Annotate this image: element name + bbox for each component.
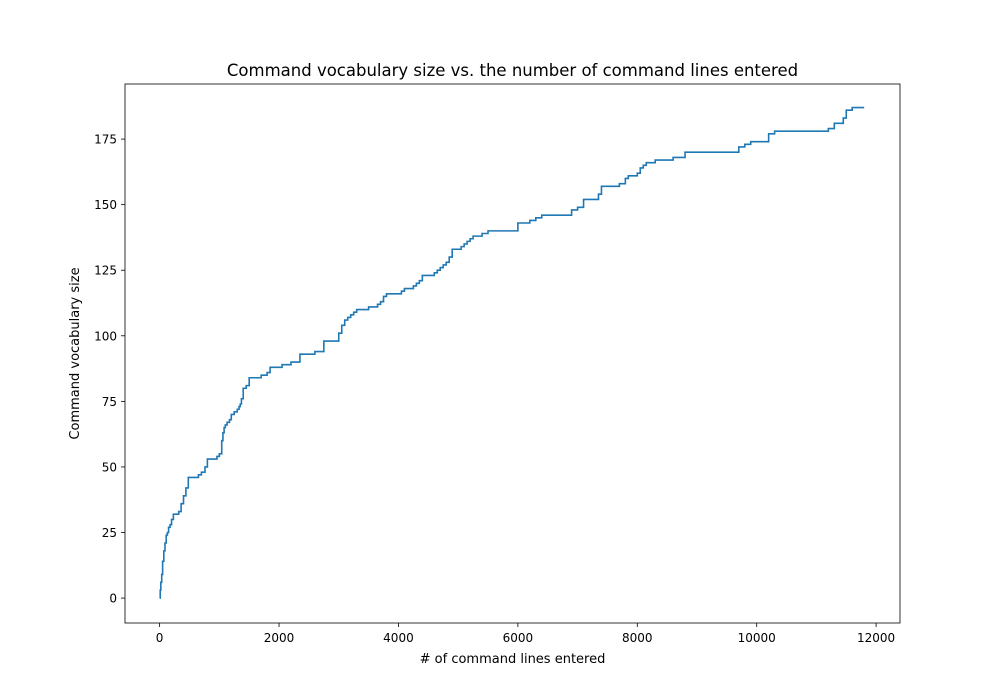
- x-tick-label: 10000: [738, 631, 776, 645]
- y-tick-label: 125: [94, 264, 117, 278]
- x-tick-label: 8000: [622, 631, 653, 645]
- y-tick-label: 50: [102, 460, 117, 474]
- plot-area: [159, 106, 865, 599]
- x-tick-label: 6000: [503, 631, 534, 645]
- x-tick-label: 0: [156, 631, 164, 645]
- axes-frame: [124, 83, 901, 624]
- y-tick-label: 0: [109, 592, 117, 606]
- x-axis-label: # of command lines entered: [420, 652, 606, 667]
- x-tick-label: 4000: [383, 631, 414, 645]
- y-tick-label: 75: [102, 395, 117, 409]
- chart-title: Command vocabulary size vs. the number o…: [227, 61, 798, 80]
- y-tick-label: 150: [94, 198, 117, 212]
- y-axis-label: Command vocabulary size: [68, 267, 83, 439]
- y-axis: 0 25 50 75 100 125 150 175: [94, 133, 125, 606]
- y-tick-label: 100: [94, 329, 117, 343]
- x-tick-label: 12000: [857, 631, 895, 645]
- y-tick-label: 25: [102, 526, 117, 540]
- series-line-vocabulary-size: [159, 106, 865, 599]
- y-tick-label: 175: [94, 133, 117, 147]
- x-tick-label: 2000: [264, 631, 295, 645]
- x-axis: 0 2000 4000 6000 8000 10000 12000: [156, 623, 895, 645]
